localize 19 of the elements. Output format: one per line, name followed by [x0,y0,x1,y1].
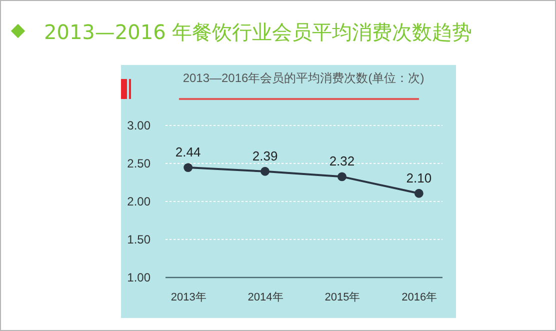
x-tick-label: 2013年 [170,292,206,304]
x-tick-label: 2016年 [402,292,438,304]
y-tick-label: 1.00 [127,270,151,284]
chart-subtitle: 2013—2016年会员的平均消费次数(单位：次) [182,71,424,85]
x-tick-label: 2015年 [324,292,360,304]
x-tick-label: 2014年 [248,292,284,304]
point [414,188,424,198]
data-label: 2.44 [175,144,201,160]
data-label: 2.39 [252,148,278,164]
y-tick-label: 3.00 [127,118,151,132]
data-label: 2.32 [329,154,355,169]
point [260,166,270,176]
y-tick-label: 2.00 [127,194,151,208]
point [184,163,193,172]
data-label: 2.10 [406,170,432,186]
y-tick-label: 2.50 [127,156,151,170]
y-tick-label: 1.50 [127,232,151,246]
chart-title: 2013—2016 年餐饮行业会员平均消费次数趋势 [44,19,472,46]
point [338,172,346,182]
